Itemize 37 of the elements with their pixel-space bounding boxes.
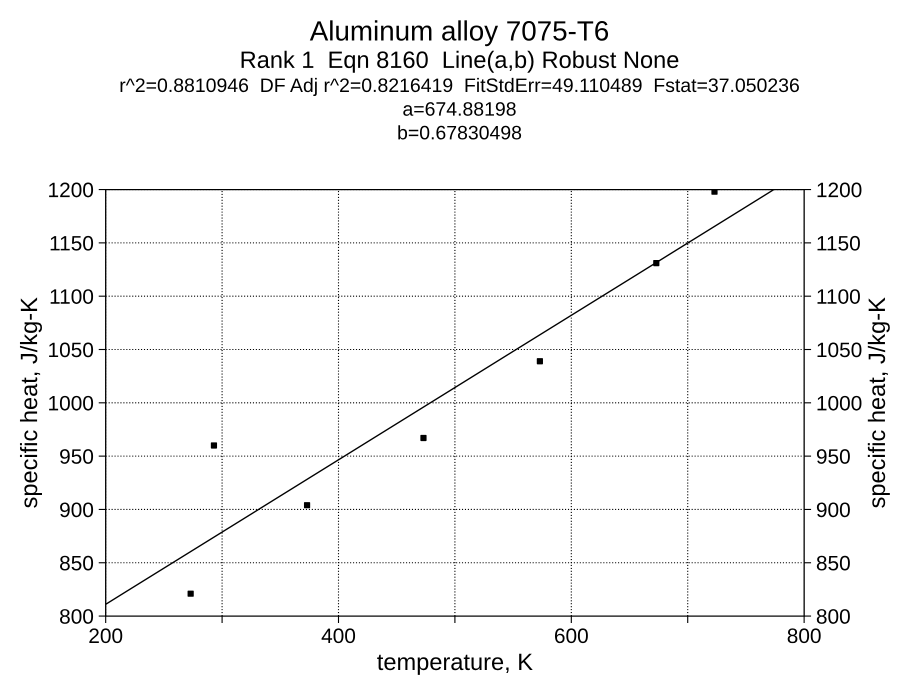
- point: [420, 434, 427, 442]
- y2-tick-label: 850: [816, 556, 850, 571]
- y2-tick-label: 1050: [818, 342, 862, 358]
- y-tick-label: 1200: [49, 182, 94, 198]
- point: [304, 502, 310, 508]
- y-tick-label: 850: [60, 556, 94, 571]
- text: r^2=0.8810946 DF Adj r^2=0.8216419 FitStdErr=49.110489 Fstat=37.050236: [120, 78, 799, 96]
- y2-tick-label: 1200: [818, 182, 862, 198]
- y2-tick-label: 1000: [818, 396, 862, 411]
- y-tick-label: 950: [60, 449, 94, 464]
- x-axis-title: temperature, K: [377, 654, 533, 675]
- point: [188, 590, 194, 597]
- text: b=0.67830498: [398, 125, 522, 140]
- y-tick-label: 1150: [50, 236, 94, 251]
- point: [536, 358, 543, 364]
- point: [210, 442, 218, 449]
- y2-tick-label: 800: [816, 609, 850, 624]
- y-axis-title: specific heat, J/kg-K: [20, 297, 42, 508]
- text: a=674.88198: [403, 102, 516, 116]
- x-tick-label: 600: [554, 628, 588, 644]
- y-tick-label: 1000: [49, 396, 94, 411]
- y-tick-label: 1100: [50, 289, 94, 304]
- x-tick-label: 800: [788, 628, 821, 644]
- y-tick-label: 800: [60, 609, 94, 624]
- y-tick-label: 1050: [49, 342, 94, 358]
- point: [653, 260, 660, 266]
- y2-tick-label: 1100: [818, 289, 860, 304]
- point: [711, 190, 718, 195]
- y2-tick-label: 1150: [818, 236, 860, 251]
- x-tick-label: 400: [322, 628, 356, 644]
- y2-tick-label: 900: [816, 502, 850, 518]
- y-tick-label: 900: [60, 502, 94, 518]
- x-tick-label: 200: [89, 628, 122, 644]
- chart-title: Aluminum alloy 7075-T6: [310, 20, 608, 46]
- y2-axis-title: specific heat, J/kg-K: [868, 297, 890, 508]
- chart-subtitle: Rank 1 Eqn 8160 Line(a,b) Robust None: [242, 50, 678, 73]
- y2-tick-label: 950: [816, 449, 850, 464]
